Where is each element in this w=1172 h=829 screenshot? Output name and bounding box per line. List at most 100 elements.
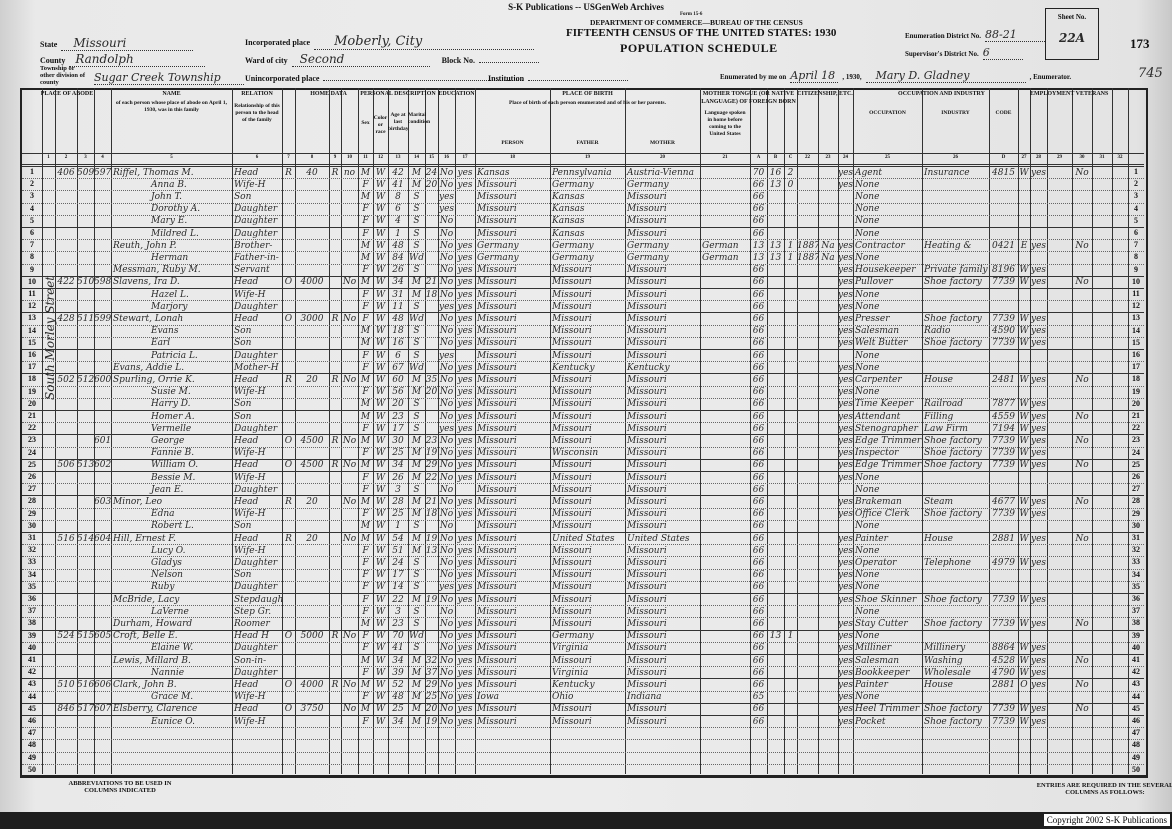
line-number: 18 <box>1132 374 1140 384</box>
cell-mother-birthplace: Missouri <box>627 655 667 666</box>
cell-father-birthplace: Germany <box>552 179 594 190</box>
column-header-father: FATHER <box>576 140 599 146</box>
state-field: State Missouri <box>40 34 194 52</box>
line-number: 17 <box>1132 362 1140 372</box>
cell-father-birthplace: Missouri <box>552 582 592 593</box>
cell-family: 600 <box>94 374 111 385</box>
line-number: 37 <box>1132 606 1140 616</box>
cell-employed: yes <box>1030 448 1047 459</box>
cell-language: German <box>702 252 739 263</box>
line-number: 30 <box>28 520 36 530</box>
cell-birthplace: Missouri <box>477 399 517 410</box>
cell-class-of-worker: W <box>1019 667 1029 678</box>
cell-sex: M <box>360 252 371 263</box>
group-header: RELATION <box>241 91 273 97</box>
column-header-language: Language spoken in home before coming to… <box>704 110 746 137</box>
page-number: 173 <box>1130 36 1150 51</box>
cell-sex: M <box>360 435 371 446</box>
cell-code-a: 66 <box>752 374 765 385</box>
line-number: 27 <box>28 484 36 494</box>
cell-birthplace: Missouri <box>477 570 517 581</box>
cell-race: W <box>375 191 386 202</box>
cell-english: yes <box>838 423 853 434</box>
cell-race: W <box>375 265 386 276</box>
cell-name: George <box>151 435 185 446</box>
cell-marital: M <box>411 289 422 300</box>
row-divider <box>22 763 1144 765</box>
cell-employed: yes <box>1030 655 1047 666</box>
line-number: 33 <box>1132 557 1140 567</box>
cell-age: 17 <box>392 570 404 581</box>
cell-name: Clark, John B. <box>113 679 177 690</box>
cell-employed: yes <box>1030 399 1047 410</box>
cell-relation: Daughter <box>234 301 278 312</box>
cell-school: No <box>439 594 454 605</box>
cell-english: yes <box>838 704 853 715</box>
schedule-title: POPULATION SCHEDULE <box>620 41 778 55</box>
cell-read-write: yes <box>457 570 473 581</box>
line-number: 9 <box>30 264 34 274</box>
cell-school: No <box>439 521 454 532</box>
census-table <box>20 88 1148 778</box>
cell-code-a: 66 <box>752 204 765 215</box>
cell-relation: Stepdaughter <box>234 594 282 605</box>
column-divider <box>1092 88 1093 774</box>
cell-dwelling: 509 <box>77 167 94 178</box>
cell-marital: M <box>411 667 422 678</box>
cell-race: W <box>375 411 386 422</box>
cell-occupation: Painter <box>855 533 888 544</box>
cell-english: yes <box>838 387 853 398</box>
enumerator-name: Mary D. Gladney <box>865 69 1026 83</box>
cell-owned: O <box>284 679 293 690</box>
cell-name: Nannie <box>151 667 185 678</box>
cell-employed: yes <box>1030 313 1047 324</box>
column-divider <box>550 88 551 774</box>
cell-marital: S <box>413 216 420 227</box>
cell-code-a: 66 <box>752 594 765 605</box>
cell-relation: Daughter <box>234 423 278 434</box>
cell-school: No <box>439 338 454 349</box>
cell-farm: No <box>342 533 357 544</box>
cell-father-birthplace: United States <box>552 533 615 544</box>
cell-english: yes <box>838 362 853 373</box>
cell-age: 16 <box>392 338 404 349</box>
enumeration-date-field: Enumerated by me on April 18 , 1930, Mar… <box>720 69 1072 83</box>
cell-read-write: yes <box>457 399 473 410</box>
cell-code-b: 13 <box>769 252 782 263</box>
cell-relation: Daughter <box>234 557 278 568</box>
cell-mother-birthplace: Missouri <box>627 618 667 629</box>
cell-sex: M <box>360 240 371 251</box>
cell-occupation-code: 4528 <box>992 655 1015 666</box>
cell-marital: S <box>413 570 420 581</box>
column-number: 7 <box>287 155 290 160</box>
line-number: 19 <box>28 386 36 396</box>
cell-father-birthplace: Missouri <box>552 387 592 398</box>
cell-marital: S <box>413 423 420 434</box>
cell-english: yes <box>838 338 853 349</box>
cell-school: No <box>439 228 454 239</box>
incorporated-place-field: Incorporated place Moberly, City <box>245 32 535 50</box>
row-divider <box>22 349 1144 350</box>
column-divider <box>1112 88 1113 774</box>
cell-read-write: yes <box>457 655 473 666</box>
cell-occupation: None <box>855 582 880 593</box>
cell-father-birthplace: Missouri <box>552 484 592 495</box>
cell-code-a: 66 <box>752 448 765 459</box>
cell-house: 516 <box>57 533 75 544</box>
cell-english: yes <box>838 692 853 703</box>
line-number: 4 <box>30 203 34 213</box>
line-number: 17 <box>28 362 36 372</box>
column-number: 24 <box>843 155 848 160</box>
enumeration-district-value: 88-21 <box>985 28 1046 42</box>
cell-employed: yes <box>1030 460 1047 471</box>
cell-code-b: 13 <box>769 631 782 642</box>
cell-birthplace: Missouri <box>477 655 517 666</box>
line-number: 11 <box>28 289 36 298</box>
cell-age: 84 <box>392 252 404 263</box>
cell-school: No <box>439 399 454 410</box>
cell-english: yes <box>838 301 853 312</box>
cell-employed: yes <box>1030 326 1047 337</box>
cell-name: Lucy O. <box>151 545 186 556</box>
cell-occupation-code: 7739 <box>992 313 1015 324</box>
cell-code-b: 13 <box>769 179 782 190</box>
